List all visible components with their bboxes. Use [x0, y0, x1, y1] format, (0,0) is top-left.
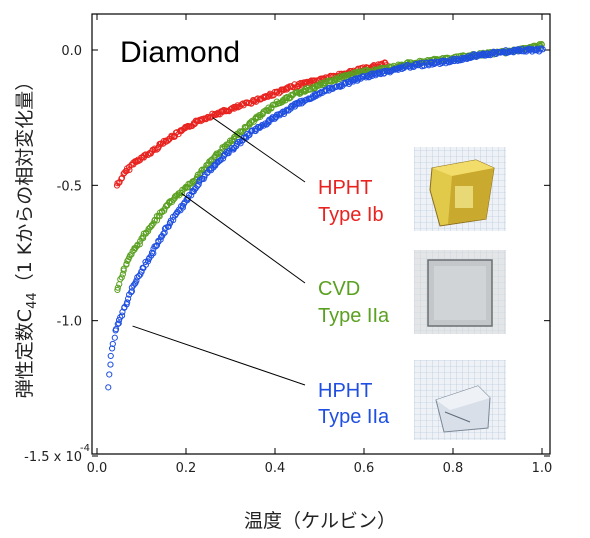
svg-text:HPHT: HPHT — [318, 380, 372, 402]
data-point — [151, 146, 158, 153]
data-point — [128, 289, 135, 296]
data-point — [128, 288, 136, 295]
y-axis-title: 弾性定数C44（1 Kからの相対変化量） — [14, 72, 40, 398]
data-point — [199, 117, 206, 124]
data-point — [199, 166, 206, 173]
data-point — [124, 299, 131, 306]
svg-text:Type IIa: Type IIa — [318, 406, 390, 428]
data-point — [111, 334, 118, 341]
data-point — [270, 92, 277, 99]
series-2 — [105, 45, 546, 391]
data-point — [248, 128, 255, 135]
svg-text:CVD: CVD — [318, 278, 360, 300]
svg-text:HPHT: HPHT — [318, 177, 372, 199]
data-point — [131, 280, 138, 287]
data-point — [126, 166, 133, 174]
data-point — [278, 110, 285, 117]
svg-text:Type IIa: Type IIa — [318, 305, 390, 327]
data-point — [128, 251, 135, 258]
data-point — [157, 236, 164, 243]
series-points — [105, 41, 546, 391]
data-point — [241, 123, 248, 131]
data-point — [107, 352, 114, 360]
leader-line — [212, 117, 306, 183]
data-point — [332, 77, 339, 84]
y-tick-label: 0.0 — [61, 44, 82, 59]
data-point — [125, 295, 132, 302]
data-point — [115, 317, 123, 324]
y-multiplier-exponent: -4 — [80, 443, 90, 454]
series-label-hpht-type-ib: HPHT Type Ib — [318, 177, 384, 226]
chart-title: Diamond — [120, 36, 240, 69]
data-point — [178, 126, 186, 134]
data-point — [311, 77, 318, 84]
data-point — [108, 345, 116, 352]
data-point — [115, 320, 122, 327]
x-tick-label: 1.0 — [532, 461, 553, 476]
data-point — [385, 68, 392, 75]
data-point — [539, 46, 546, 53]
y-tick-label: -0.5 — [57, 179, 82, 194]
data-point — [117, 276, 124, 283]
data-point — [150, 250, 157, 257]
data-point — [186, 191, 193, 199]
data-point — [148, 222, 155, 229]
hpht-type-iia-photo — [414, 360, 506, 440]
data-point — [118, 274, 125, 281]
data-point — [509, 48, 516, 55]
x-axis-title: 温度（ケルビン） — [244, 510, 396, 532]
data-point — [283, 95, 290, 102]
svg-text:Type Ib: Type Ib — [318, 204, 384, 226]
data-point — [257, 123, 265, 130]
data-point — [179, 204, 186, 211]
data-point — [402, 63, 410, 70]
data-point — [109, 340, 116, 348]
data-point — [114, 284, 121, 291]
data-point — [133, 277, 140, 284]
data-point — [106, 371, 113, 378]
data-point — [165, 223, 172, 230]
data-point — [145, 228, 152, 235]
data-point — [178, 190, 186, 197]
leader-lines — [132, 117, 306, 386]
data-point — [150, 220, 157, 227]
data-point — [136, 241, 143, 248]
x-tick-label: 0.2 — [176, 461, 197, 476]
y-tick-label: -1.5 x 10 — [24, 450, 82, 465]
data-point — [238, 128, 245, 135]
data-point — [229, 105, 236, 112]
data-point — [114, 286, 121, 294]
series-label-cvd-type-iia: CVD Type IIa — [318, 278, 390, 327]
x-tick-label: 0.4 — [265, 461, 286, 476]
data-point — [166, 220, 174, 227]
cvd-type-iia-photo — [414, 250, 506, 334]
data-point — [248, 118, 255, 125]
leader-line — [181, 193, 306, 284]
data-point — [114, 320, 121, 328]
data-point — [155, 212, 162, 219]
plot-frame — [91, 13, 551, 455]
data-point — [153, 242, 161, 249]
data-point — [105, 384, 112, 391]
data-point — [299, 97, 306, 104]
y-tick-label: -1.0 — [57, 315, 82, 330]
data-point — [137, 271, 144, 278]
data-point — [157, 141, 164, 148]
x-tick-label: 0.8 — [443, 461, 464, 476]
series-label-hpht-type-iia: HPHT Type IIa — [318, 380, 390, 428]
data-point — [195, 181, 202, 188]
x-tick-label: 0.0 — [87, 461, 108, 476]
y-axis: 0.0 -0.5 -1.0 -1.5 x 10 — [24, 44, 550, 465]
data-point — [107, 361, 114, 368]
x-axis: 0.0 0.2 0.4 0.6 0.8 1.0 — [87, 14, 553, 476]
data-point — [118, 312, 126, 319]
leader-line — [132, 325, 306, 386]
data-point — [140, 235, 147, 242]
hpht-type-ib-photo — [414, 147, 506, 231]
data-point — [117, 314, 124, 321]
x-tick-label: 0.6 — [354, 461, 375, 476]
